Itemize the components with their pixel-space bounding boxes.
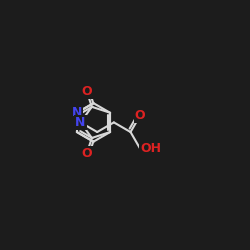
Text: O: O <box>82 85 92 98</box>
Text: O: O <box>82 147 92 160</box>
Text: O: O <box>135 109 145 122</box>
Text: OH: OH <box>140 142 161 155</box>
Text: N: N <box>72 106 82 119</box>
Text: N: N <box>75 116 86 129</box>
